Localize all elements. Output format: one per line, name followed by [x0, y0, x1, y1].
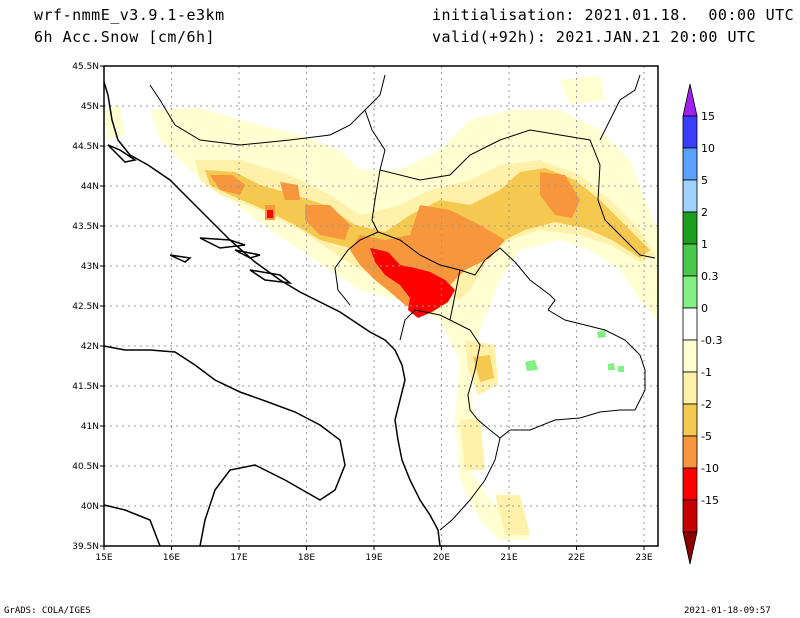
island-outline [169, 254, 192, 263]
colorbar: 15 10 5 2 1 0.3 0 -0.3 -1 -2 -5 -10 -15 [682, 83, 722, 565]
border-line [399, 269, 461, 341]
lat-lon-grid [104, 66, 658, 546]
snow-area-yellow [473, 355, 494, 382]
footer-credit: GrADS: COLA/IGES [4, 606, 91, 616]
colorbar-label: 10 [701, 142, 715, 155]
colorbar-label: -10 [701, 462, 719, 475]
snow-area-pale [460, 418, 485, 470]
lon-label: 20E [433, 553, 450, 563]
border-line [334, 231, 379, 306]
lat-label: 44N [81, 182, 99, 192]
italy-south [103, 504, 161, 547]
colorbar-segment [682, 371, 698, 405]
lon-label: 22E [568, 553, 585, 563]
snow-area-red [267, 210, 273, 218]
border-line [510, 409, 635, 431]
lat-label: 43.5N [72, 222, 99, 232]
field-title: 6h Acc.Snow [cm/6h] [34, 28, 216, 46]
colorbar-label: 0 [701, 302, 708, 315]
lat-label: 42N [81, 342, 99, 352]
border-line [439, 437, 501, 531]
init-time: initialisation: 2021.01.18. 00:00 UTC [432, 6, 795, 24]
lat-label: 41.5N [72, 382, 99, 392]
snow-area-pale [495, 495, 530, 535]
snow-area-green [608, 363, 615, 370]
colorbar-segment [682, 275, 698, 309]
colorbar-label: 5 [701, 174, 708, 187]
colorbar-segment [682, 339, 698, 373]
snow-area-green [618, 366, 624, 372]
colorbar-segment [682, 307, 698, 341]
lon-label: 17E [230, 553, 247, 563]
lat-label: 40.5N [72, 462, 99, 472]
border-line [149, 74, 386, 146]
colorbar-segment [682, 179, 698, 213]
snow-area-green [525, 360, 538, 371]
colorbar-label: -5 [701, 430, 712, 443]
lat-label: 45N [81, 102, 99, 112]
lat-label: 43N [81, 262, 99, 272]
precip-shading [104, 76, 658, 540]
border-line [449, 319, 511, 439]
colorbar-segment [682, 211, 698, 245]
snow-area-orange [210, 175, 245, 195]
snow-area-red [370, 248, 455, 318]
coastlines [103, 81, 441, 547]
colorbar-label: 2 [701, 206, 708, 219]
adriatic-coast [103, 81, 441, 547]
colorbar-label: 15 [701, 110, 715, 123]
colorbar-segment [682, 435, 698, 469]
lat-label: 40N [81, 502, 99, 512]
snow-area-light [560, 76, 605, 104]
italy-coast [103, 345, 346, 547]
national-borders [149, 74, 656, 531]
snow-area-orange [305, 205, 350, 240]
colorbar-label: -1 [701, 366, 712, 379]
island-outline [234, 249, 261, 259]
colorbar-label: -2 [701, 398, 712, 411]
colorbar-bottom-arrow [682, 531, 698, 565]
colorbar-label: 0.3 [701, 270, 719, 283]
colorbar-segment [682, 243, 698, 277]
lat-label: 44.5N [72, 142, 99, 152]
lon-label: 23E [635, 553, 652, 563]
colorbar-segment [682, 499, 698, 533]
snow-area-orange [540, 172, 580, 218]
lat-label: 42.5N [72, 302, 99, 312]
border-line [377, 231, 556, 311]
colorbar-segment [682, 115, 698, 149]
border-line [599, 74, 641, 141]
lat-label: 45.5N [72, 62, 99, 72]
snow-area-green [597, 330, 606, 338]
colorbar-top-arrow [682, 83, 698, 117]
lat-label: 39.5N [72, 542, 99, 552]
colorbar-label: 1 [701, 238, 708, 251]
lon-label: 18E [298, 553, 315, 563]
axis-ticks: 15E 16E 17E 18E 19E 20E 21E 22E 23E 45.5N 45N 44.5N… [72, 62, 653, 563]
lon-label: 15E [95, 553, 112, 563]
lat-label: 41N [81, 422, 99, 432]
lon-label: 16E [163, 553, 180, 563]
colorbar-label: -15 [701, 494, 719, 507]
lon-label: 21E [500, 553, 517, 563]
lon-label: 19E [365, 553, 382, 563]
colorbar-segment [682, 403, 698, 437]
valid-time: valid(+92h): 2021.JAN.21 20:00 UTC [432, 28, 757, 46]
colorbar-segment [682, 147, 698, 181]
island-outline [199, 237, 246, 249]
colorbar-segment [682, 467, 698, 501]
colorbar-label: -0.3 [701, 334, 722, 347]
border-line [547, 309, 646, 411]
island-outline [249, 269, 293, 285]
border-line [379, 129, 656, 259]
island-outline [107, 144, 137, 163]
snow-area-light [104, 105, 125, 140]
model-title: wrf-nmmE_v3.9.1-e3km [34, 6, 225, 24]
footer-timestamp: 2021-01-18-09:57 [684, 606, 771, 616]
